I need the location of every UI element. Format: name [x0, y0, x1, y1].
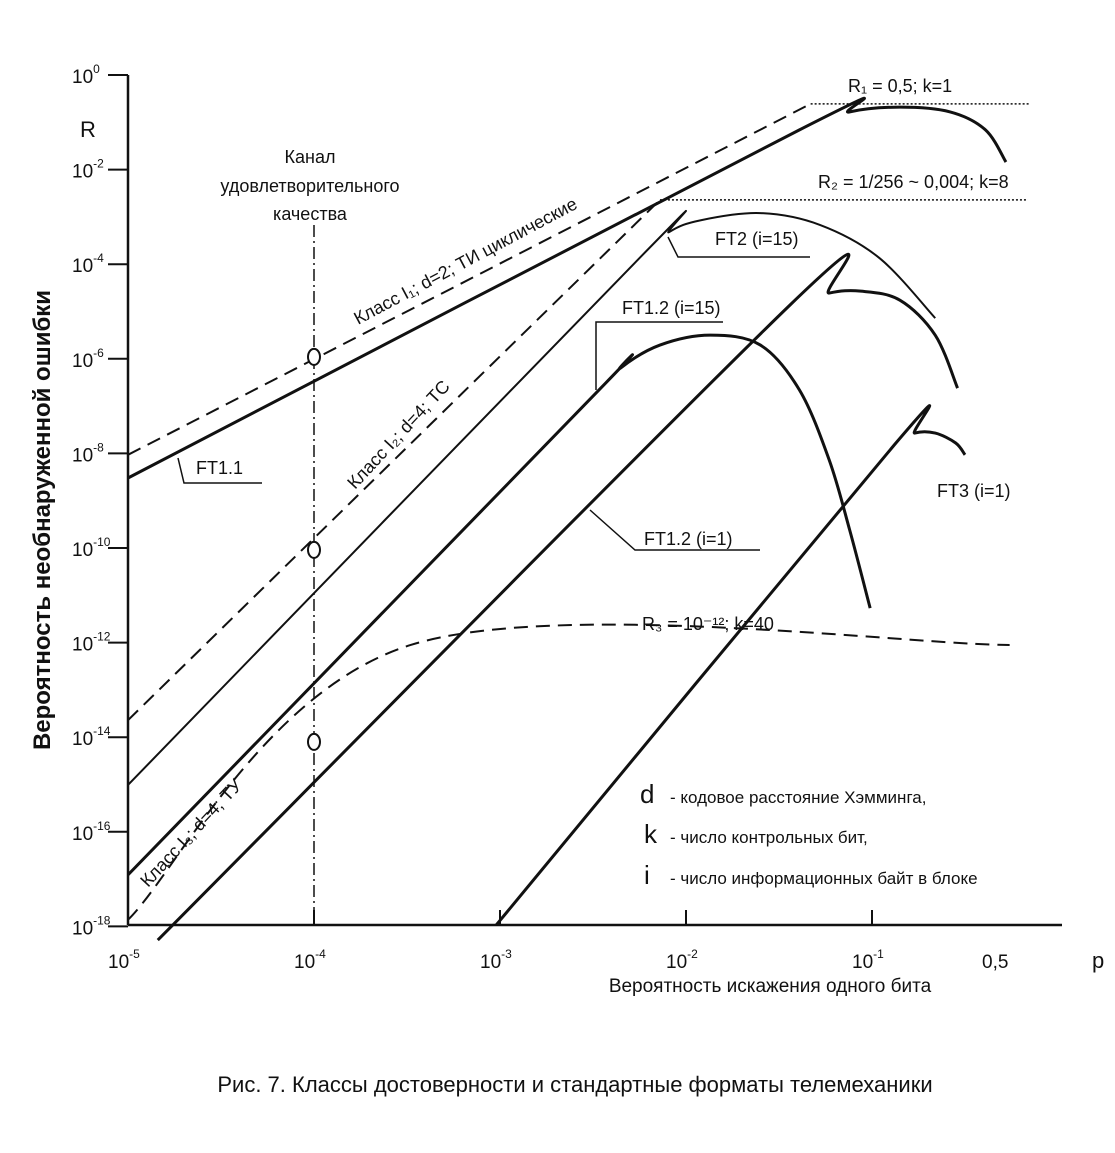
- y-symbol: R: [80, 117, 96, 142]
- channel-label-line3: качества: [273, 204, 348, 224]
- marker-point: [307, 540, 321, 559]
- ft12-i1-leader: [589, 509, 760, 551]
- series-line-8: [156, 252, 959, 942]
- y-tick-label: 10-16: [72, 819, 111, 845]
- y-tick-exponent: -4: [93, 251, 104, 265]
- y-tick-label: 10-4: [72, 251, 104, 277]
- y-tick-base: 10: [72, 256, 93, 277]
- x-tick-exponent: -2: [687, 947, 698, 961]
- ft11-leader: [177, 457, 262, 484]
- y-tick-exponent: -18: [93, 913, 111, 927]
- axes: [126, 75, 1062, 927]
- y-tick-label: 10-18: [72, 913, 111, 939]
- y-tick-exponent: 0: [93, 62, 100, 76]
- class3-label: Класс I₃; d=4; ТУ: [136, 775, 246, 891]
- marker-point: [307, 732, 321, 751]
- x-tick-base: 0,5: [982, 952, 1008, 973]
- x-tick-base: 10: [852, 952, 873, 973]
- channel-label-line1: Канал: [285, 147, 336, 167]
- ft12-i15-leader: [595, 321, 723, 390]
- y-tick-label: 10-14: [72, 724, 111, 750]
- y-tick-label: 10-12: [72, 630, 111, 656]
- legend-text-i: - число информационных байт в блоке: [670, 869, 978, 888]
- y-tick-base: 10: [72, 824, 93, 845]
- x-symbol: p: [1092, 948, 1104, 973]
- x-tick-base: 10: [480, 952, 501, 973]
- legend-text-k: - число контрольных бит,: [670, 828, 868, 847]
- y-tick-exponent: -2: [93, 157, 104, 171]
- series-line-2: [127, 96, 1008, 480]
- ft12-i15-label: FT1.2 (i=15): [622, 298, 721, 318]
- y-tick-base: 10: [72, 445, 93, 466]
- y-tick-base: 10: [72, 729, 93, 750]
- ft3-label: FT3 (i=1): [937, 481, 1011, 501]
- x-tick-label: 10-5: [108, 947, 140, 973]
- y-tick-exponent: -6: [93, 346, 104, 360]
- channel-label-line2: удовлетворительного: [220, 176, 399, 196]
- x-tick-base: 10: [294, 952, 315, 973]
- series-line-7: [126, 333, 872, 876]
- x-tick-label: 0,5: [982, 952, 1008, 973]
- y-tick-exponent: -10: [93, 535, 111, 549]
- y-tick-base: 10: [72, 351, 93, 372]
- x-tick-label: 10-2: [666, 947, 698, 973]
- y-tick-base: 10: [72, 162, 93, 183]
- legend: d - кодовое расстояние Хэмминга, k - чис…: [640, 779, 978, 890]
- legend-symbol-i: i: [644, 860, 650, 890]
- y-tick-label: 10-10: [72, 535, 111, 561]
- series-line-0: [127, 102, 812, 456]
- y-tick-label: 10-6: [72, 346, 104, 372]
- y-tick-label: 10-8: [72, 440, 104, 466]
- x-tick-exponent: -5: [129, 947, 140, 961]
- x-tick-exponent: -3: [501, 947, 512, 961]
- x-tick-label: 10-4: [294, 947, 326, 973]
- y-tick-label: 10-2: [72, 157, 104, 183]
- marker-point: [307, 347, 321, 366]
- y-tick-exponent: -14: [93, 724, 111, 738]
- y-tick-exponent: -16: [93, 819, 111, 833]
- r3-label: R₃ = 10⁻¹²; k=40: [642, 614, 774, 634]
- y-tick-exponent: -12: [93, 630, 111, 644]
- x-axis-label: Вероятность искажения одного бита: [609, 976, 932, 997]
- legend-text-d: - кодовое расстояние Хэмминга,: [670, 788, 926, 807]
- y-axis-label: Вероятность необнаруженной ошибки: [29, 290, 56, 750]
- legend-symbol-d: d: [640, 779, 654, 809]
- ft12-i1-label: FT1.2 (i=1): [644, 529, 733, 549]
- x-tick-exponent: -1: [873, 947, 884, 961]
- r2-label: R₂ = 1/256 ~ 0,004; k=8: [818, 172, 1009, 192]
- y-tick-exponent: -8: [93, 440, 104, 454]
- y-tick-base: 10: [72, 635, 93, 656]
- x-tick-base: 10: [666, 952, 687, 973]
- series-line-9: [495, 404, 967, 926]
- series-line-3: [127, 199, 661, 721]
- ft11-label: FT1.1: [196, 458, 243, 478]
- x-tick-label: 10-3: [480, 947, 512, 973]
- x-tick-base: 10: [108, 952, 129, 973]
- legend-symbol-k: k: [644, 819, 658, 849]
- figure-caption: Рис. 7. Классы достоверности и стандартн…: [217, 1072, 932, 1097]
- x-tick-exponent: -4: [315, 947, 326, 961]
- y-tick-label: 100: [72, 62, 100, 88]
- y-tick-base: 10: [72, 67, 93, 88]
- ft2-leader: [667, 236, 810, 258]
- series-line-5: [127, 209, 936, 786]
- class2-label: Класс I₂; d=4; ТС: [343, 376, 453, 492]
- r1-label: R₁ = 0,5; k=1: [848, 76, 952, 96]
- ft2-label: FT2 (i=15): [715, 229, 799, 249]
- series-line-6: [127, 623, 1010, 921]
- y-tick-base: 10: [72, 918, 93, 939]
- y-tick-base: 10: [72, 540, 93, 561]
- x-tick-label: 10-1: [852, 947, 884, 973]
